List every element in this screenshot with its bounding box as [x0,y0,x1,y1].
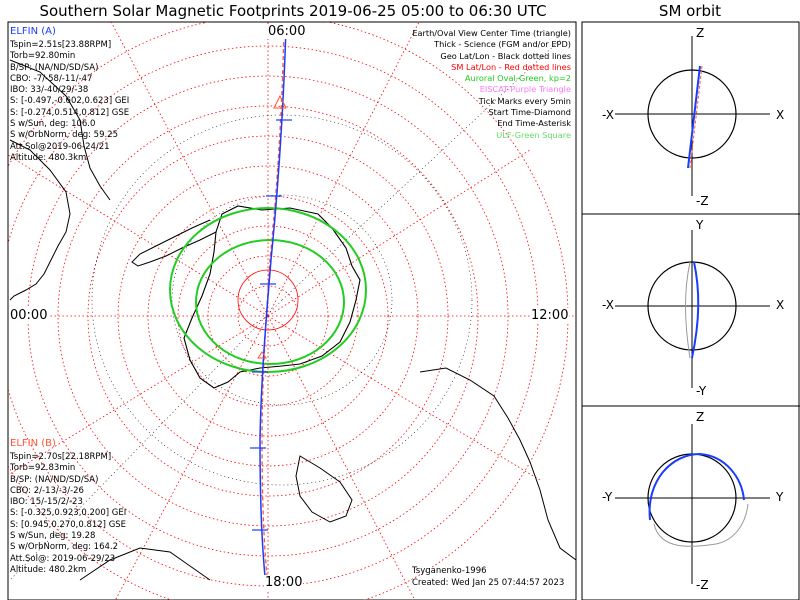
elfin-b-start-marker [257,351,267,359]
elfin-a-info-line: Altitude: 480.3km [10,152,87,163]
geo-grid-lines [9,39,561,581]
orbit2-right-label: X [776,298,785,312]
legend-entry: Auroral Oval-Green, kp=2 [464,73,571,84]
elfin-a-info-line: S w/Sun, deg: 106.0 [10,119,96,130]
elfin-b-info-line: Torb=92.83min [10,463,76,474]
orbit-track-xz-b [689,65,703,169]
orbit2-left-label: -X [602,298,614,312]
orbit1-bottom-label: -Z [696,194,709,208]
elfin-a-info: Tspin=2.51s[23.88RPM] Torb=92.80min B/SP: … [10,40,129,164]
africa-coastline [9,59,111,201]
orbit3-top-label: Z [696,410,705,424]
elfin-b-info-line: S: [0.945,0.270,0.812] GSE [10,519,127,530]
elfin-b-info-line: S w/OrbNorm, deg: 164.2 [10,542,119,553]
track-tick-marks [250,119,292,531]
elfin-a-info-line: Tspin=2.51s[23.88RPM] [10,40,112,50]
orbit-panel-xz [615,36,770,196]
elfin-a-info-line: B/SP: (NA/ND/SD/SA) [10,62,99,73]
legend-entry: EISCAT-Purple Triangle [479,84,571,95]
model-label: Tsyganenko-1996 [412,566,487,576]
elfin-b-info-line: Altitude: 480.2km [10,564,87,575]
plot-title: Southern Solar Magnetic Footprints 2019-… [39,2,547,20]
elfin-b-info-line: Tspin=2.70s[22.18RPM] [10,452,112,462]
time-label-top: 06:00 [267,24,307,39]
time-label-left: 00:00 [9,308,49,323]
orbit-panel-xy [615,230,770,388]
elfin-b-info-line: Att.Sol@: 2019-06-29/23 [10,553,116,564]
orbit1-right-label: X [776,108,785,122]
time-label-bottom: 18:00 [264,575,304,590]
orbit2-bottom-label: -Y [696,384,707,398]
time-label-right: 12:00 [530,308,570,323]
legend: Earth/Oval View Center Time (triangle) Th… [412,28,571,141]
legend-entry: Earth/Oval View Center Time (triangle) [412,28,571,38]
legend-entry: End Time-Asterisk [497,118,571,129]
australia-coastline [419,367,576,561]
orbit3-left-label: -Y [602,490,613,504]
sm-orbit-frame [581,21,800,600]
legend-entry: Thick - Science (FGM and/or EPD) [434,39,571,50]
sm-pole-circle [237,269,299,331]
indian-coast-lower [79,547,211,581]
orbit3-bottom-label: -Z [696,578,709,592]
orbit2-top-label: Y [696,218,704,232]
elfin-a-info-line: Att.Sol@2019-06-24/21 [10,141,110,152]
orbit-track-yz-a [648,452,745,521]
elfin-b-info-line: CBO: 2/-13/-3/-26 [10,485,84,496]
polar-plot-frame [7,21,577,600]
legend-entry: Geo Lat/Lon - Black dotted lines [440,50,571,61]
new-zealand-coastline [295,455,353,523]
elfin-b-info-line: S w/Sun, deg: 19.28 [10,531,96,542]
view-center-triangle [273,94,287,109]
orbit-panel-yz [615,424,770,584]
legend-entry: Start Time-Diamond [488,107,571,118]
elfin-b-info: Tspin=2.70s[22.18RPM] Torb=92.83min B/SP: … [10,452,126,576]
sm-orbit-title: SM orbit [658,2,722,20]
elfin-a-info-line: S w/OrbNorm, deg: 59.25 [10,130,119,141]
created-label: Created: Wed Jan 25 07:44:57 2023 [412,578,565,588]
south-america-coastline [9,139,71,301]
elfin-a-track [259,27,287,587]
elfin-b-info-line: B/SP: (NA/ND/SD/SA) [10,474,99,485]
orbit-track-xy-a [691,261,700,359]
elfin-a-info-line: S: [-0.497,-0.602,0.623] GEI [10,96,130,107]
orbit-track-yz-b [653,503,749,547]
legend-entry: Tick Marks every 5min [478,95,571,106]
elfin-b-info-line: S: [-0.325,0.923,0.200] GEI [10,508,127,519]
orbit3-right-label: Y [776,490,784,504]
orbit1-left-label: -X [602,108,614,122]
elfin-a-title: ELFIN (A) [10,26,56,37]
orbit-track-xy-b [685,261,691,359]
orbit-track-xz-a [687,65,701,169]
elfin-a-info-line: S: [-0.274,0.514,0.812] GSE [10,107,130,118]
elfin-a-info-line: CBO: -7/-58/-11/-47 [10,73,93,84]
elfin-a-info-line: Torb=92.80min [10,51,76,62]
elfin-b-title: ELFIN (B) [10,438,56,449]
legend-entry: SM Lat/Lon - Red dotted lines [451,61,571,72]
elfin-a-info-line: IBO: 33/-40/29/-38 [10,85,89,96]
orbit1-top-label: Z [696,26,705,40]
legend-entry: ULF-Green Square [496,129,571,140]
elfin-b-info-line: IBO: 15/-15/2/-23 [10,497,83,508]
